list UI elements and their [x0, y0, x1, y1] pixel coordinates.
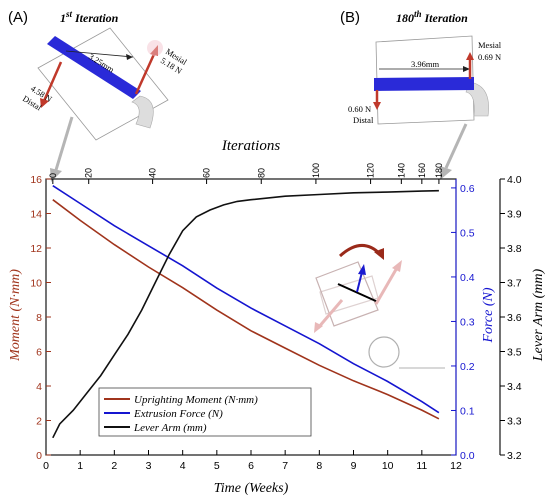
legend-box — [98, 387, 312, 437]
x-tick-label: 0 — [43, 460, 49, 472]
top-tick-label: 140 — [396, 163, 406, 178]
y-right-force-tick-label: 0.1 — [460, 405, 475, 417]
x-tick-label: 3 — [146, 460, 152, 472]
panel-b-mesial-force: 0.69 N — [478, 52, 501, 62]
x-tick-label: 9 — [351, 460, 357, 472]
series-line-force — [52, 185, 440, 414]
top-tick-label: 20 — [84, 168, 94, 178]
top-tick-label: 80 — [256, 168, 266, 178]
panel-b-label: (B) — [340, 9, 360, 26]
panel-a-diagram — [37, 27, 169, 141]
legend-item-force: Extrusion Force (N) — [133, 408, 223, 420]
panel-a-distal-arrow — [42, 61, 63, 102]
top-tick-label: 120 — [366, 163, 376, 178]
panel-b-mesial-label: Mesial — [478, 40, 502, 50]
panel-b-distal-force: 0.60 N — [348, 104, 371, 114]
y-right-force-tick-label: 0.6 — [460, 183, 475, 195]
y-left-tick-label: 8 — [36, 312, 42, 324]
y-left-tick-label: 14 — [30, 209, 42, 221]
inset-diagram — [314, 244, 445, 369]
y-left-tick-label: 0 — [36, 450, 42, 462]
x-tick-label: 2 — [111, 460, 117, 472]
y-right-force-tick-label: 0.2 — [460, 361, 475, 373]
panel-b-diagram — [373, 35, 489, 125]
y-left-tick-label: 4 — [36, 381, 42, 393]
y-left-tick-label: 12 — [30, 243, 42, 255]
panel-a-bracket-bar — [47, 36, 141, 99]
legend-item-lever: Lever Arm (mm) — [133, 422, 207, 434]
y-right-lever-tick-label: 3.9 — [507, 209, 522, 221]
panel-a-label: (A) — [8, 9, 28, 26]
panel-a-mesial-arrow — [134, 51, 157, 95]
x-tick-label: 5 — [214, 460, 220, 472]
panel-b-bracket-bar — [374, 77, 474, 91]
x-tick-label: 11 — [416, 460, 427, 472]
top-tick-label: 160 — [417, 163, 427, 178]
panel-b-distance: 3.96mm — [411, 59, 439, 69]
panel-a-wire-sketch — [131, 95, 154, 129]
x-axis-label: Time (Weeks) — [214, 481, 289, 496]
x-tick-label: 8 — [316, 460, 322, 472]
x-tick-label: 6 — [248, 460, 254, 472]
series-line-lever-arm — [52, 189, 439, 439]
top-tick-label: 180 — [434, 163, 444, 178]
top-axis-title: Iterations — [221, 138, 280, 154]
y-left-axis-label: Moment (N·mm) — [8, 269, 23, 362]
top-tick-label: 100 — [311, 163, 321, 178]
y-right-lever-axis-label: Lever Arm (mm) — [531, 269, 546, 363]
legend-item-moment: Uprighting Moment (N·mm) — [134, 394, 258, 406]
y-right-force-tick-label: 0.5 — [460, 227, 475, 239]
pointer-arrows — [50, 116, 468, 182]
y-right-lever-tick-label: 3.3 — [507, 416, 522, 428]
y-right-force-tick-label: 0.0 — [460, 450, 475, 462]
x-tick-label: 10 — [382, 460, 394, 472]
series-line-moment — [52, 199, 440, 420]
x-tick-label: 7 — [282, 460, 288, 472]
y-right-force-axis-label: Force (N) — [481, 287, 496, 343]
y-right-lever-tick-label: 3.2 — [507, 450, 522, 462]
panel-a-bounding-box — [37, 27, 169, 141]
top-tick-label: 40 — [148, 168, 158, 178]
top-tick-label: 60 — [202, 168, 212, 178]
legend: Uprighting Moment (N·mm) Extrusion Force… — [98, 387, 312, 437]
y-left-tick-label: 16 — [30, 174, 42, 186]
y-right-force-tick-label: 0.3 — [460, 316, 475, 328]
top-tick-label: 0 — [48, 173, 58, 178]
panel-b-title: 180th Iteration — [396, 9, 468, 25]
y-right-lever-tick-label: 3.8 — [507, 243, 522, 255]
panel-b-wire-sketch — [465, 81, 489, 117]
y-left-tick-label: 10 — [30, 278, 42, 290]
panel-a-title: 1st Iteration — [60, 9, 119, 25]
panel-b-distal-label: Distal — [353, 115, 374, 125]
x-tick-label: 4 — [180, 460, 186, 472]
y-right-lever-tick-label: 3.6 — [507, 312, 522, 324]
y-right-force-tick-label: 0.4 — [460, 272, 475, 284]
y-right-lever-tick-label: 3.4 — [507, 381, 522, 393]
y-right-lever-tick-label: 3.7 — [507, 278, 522, 290]
y-right-lever-tick-label: 3.5 — [507, 347, 522, 359]
x-tick-label: 12 — [450, 460, 462, 472]
y-left-tick-label: 2 — [36, 416, 42, 428]
y-right-lever-tick-label: 4.0 — [507, 174, 522, 186]
x-tick-label: 1 — [77, 460, 83, 472]
chart: 0 1 2 3 4 5 6 7 8 9 10 11 120 20 40 60 80 100 120 140 160 180… — [30, 163, 521, 472]
y-left-tick-label: 6 — [36, 347, 42, 359]
